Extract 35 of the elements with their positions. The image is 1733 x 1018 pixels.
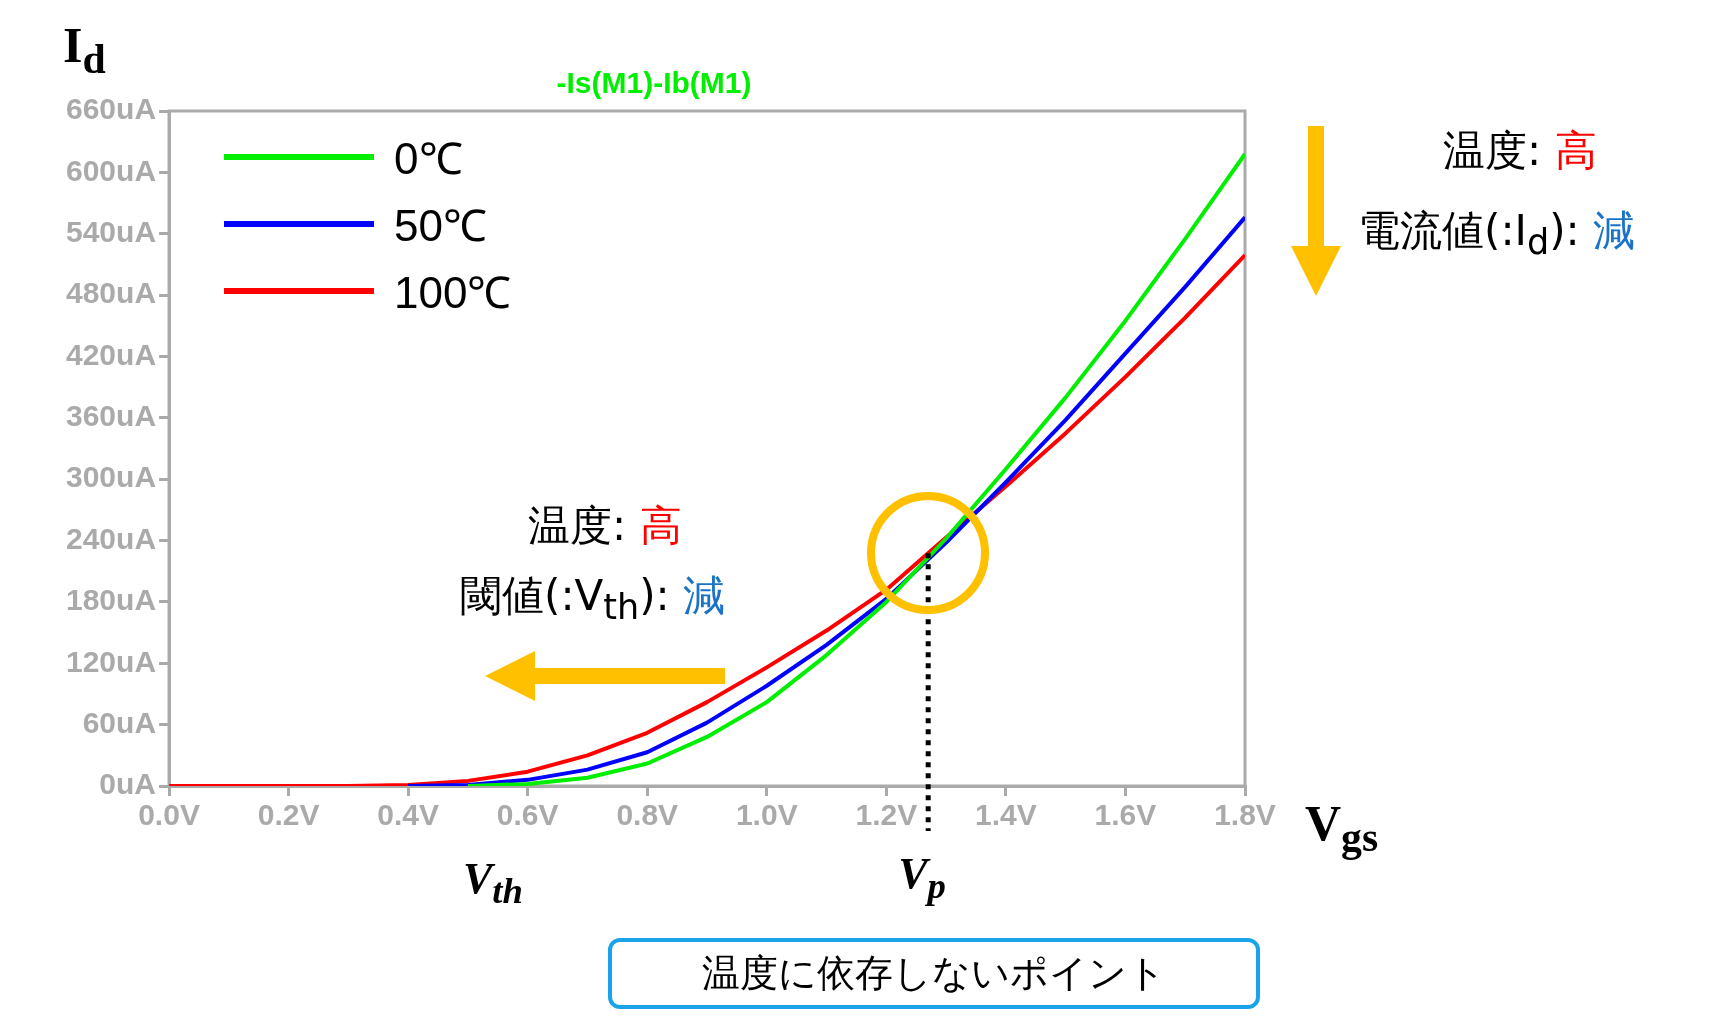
y-tick-label: 660uA bbox=[66, 92, 157, 126]
legend-label: 0℃ bbox=[394, 132, 463, 185]
text: 温度: 高 bbox=[1443, 125, 1597, 177]
x-tick-label: 0.4V bbox=[377, 798, 439, 832]
text: 温度に依存しないポイント bbox=[608, 938, 1260, 1009]
x-tick-label: 1.6V bbox=[1094, 798, 1157, 832]
ref-line-label: V$_{p}$ bbox=[898, 848, 946, 907]
y-tick-label: 60uA bbox=[82, 705, 157, 739]
annotation: 温度: 高 bbox=[528, 500, 682, 552]
x-tick-label: 1.4V bbox=[975, 798, 1037, 832]
x-tick-label: 0.8V bbox=[616, 798, 679, 832]
x-tick-label: 1.2V bbox=[855, 798, 918, 832]
x-axis-title: V$_{gs}$ bbox=[1305, 794, 1379, 861]
y-tick-label: 180uA bbox=[66, 583, 157, 617]
y-tick-label: 120uA bbox=[66, 644, 157, 678]
y-axis-title: I$_{d}$ bbox=[63, 16, 106, 83]
annotation: 閾値(:V$_{th}$): 減 bbox=[460, 570, 726, 628]
legend-label: 100℃ bbox=[394, 266, 512, 319]
y-tick-label: 600uA bbox=[66, 153, 157, 187]
legend-label: 50℃ bbox=[394, 199, 487, 252]
y-tick-label: 420uA bbox=[66, 337, 157, 371]
y-tick-label: 300uA bbox=[66, 460, 157, 494]
x-tick-label: 1.0V bbox=[735, 798, 798, 832]
y-tick-label: 360uA bbox=[66, 399, 157, 433]
chart-title: -Is(M1)-Ib(M1) bbox=[556, 66, 752, 100]
x-tick-label: 0.6V bbox=[496, 798, 559, 832]
y-tick-label: 480uA bbox=[66, 276, 157, 310]
x-tick-label: 0.2V bbox=[257, 798, 320, 832]
y-tick-label: 0uA bbox=[99, 767, 157, 801]
text: V$_{th}$ bbox=[463, 853, 523, 912]
text: 電流値(:I$_{d}$): 減 bbox=[1358, 205, 1636, 263]
x-tick-label: 1.8V bbox=[1214, 798, 1276, 832]
y-tick-label: 240uA bbox=[66, 521, 157, 555]
x-tick-label: 0.0V bbox=[138, 798, 200, 832]
y-tick-label: 540uA bbox=[66, 214, 157, 248]
